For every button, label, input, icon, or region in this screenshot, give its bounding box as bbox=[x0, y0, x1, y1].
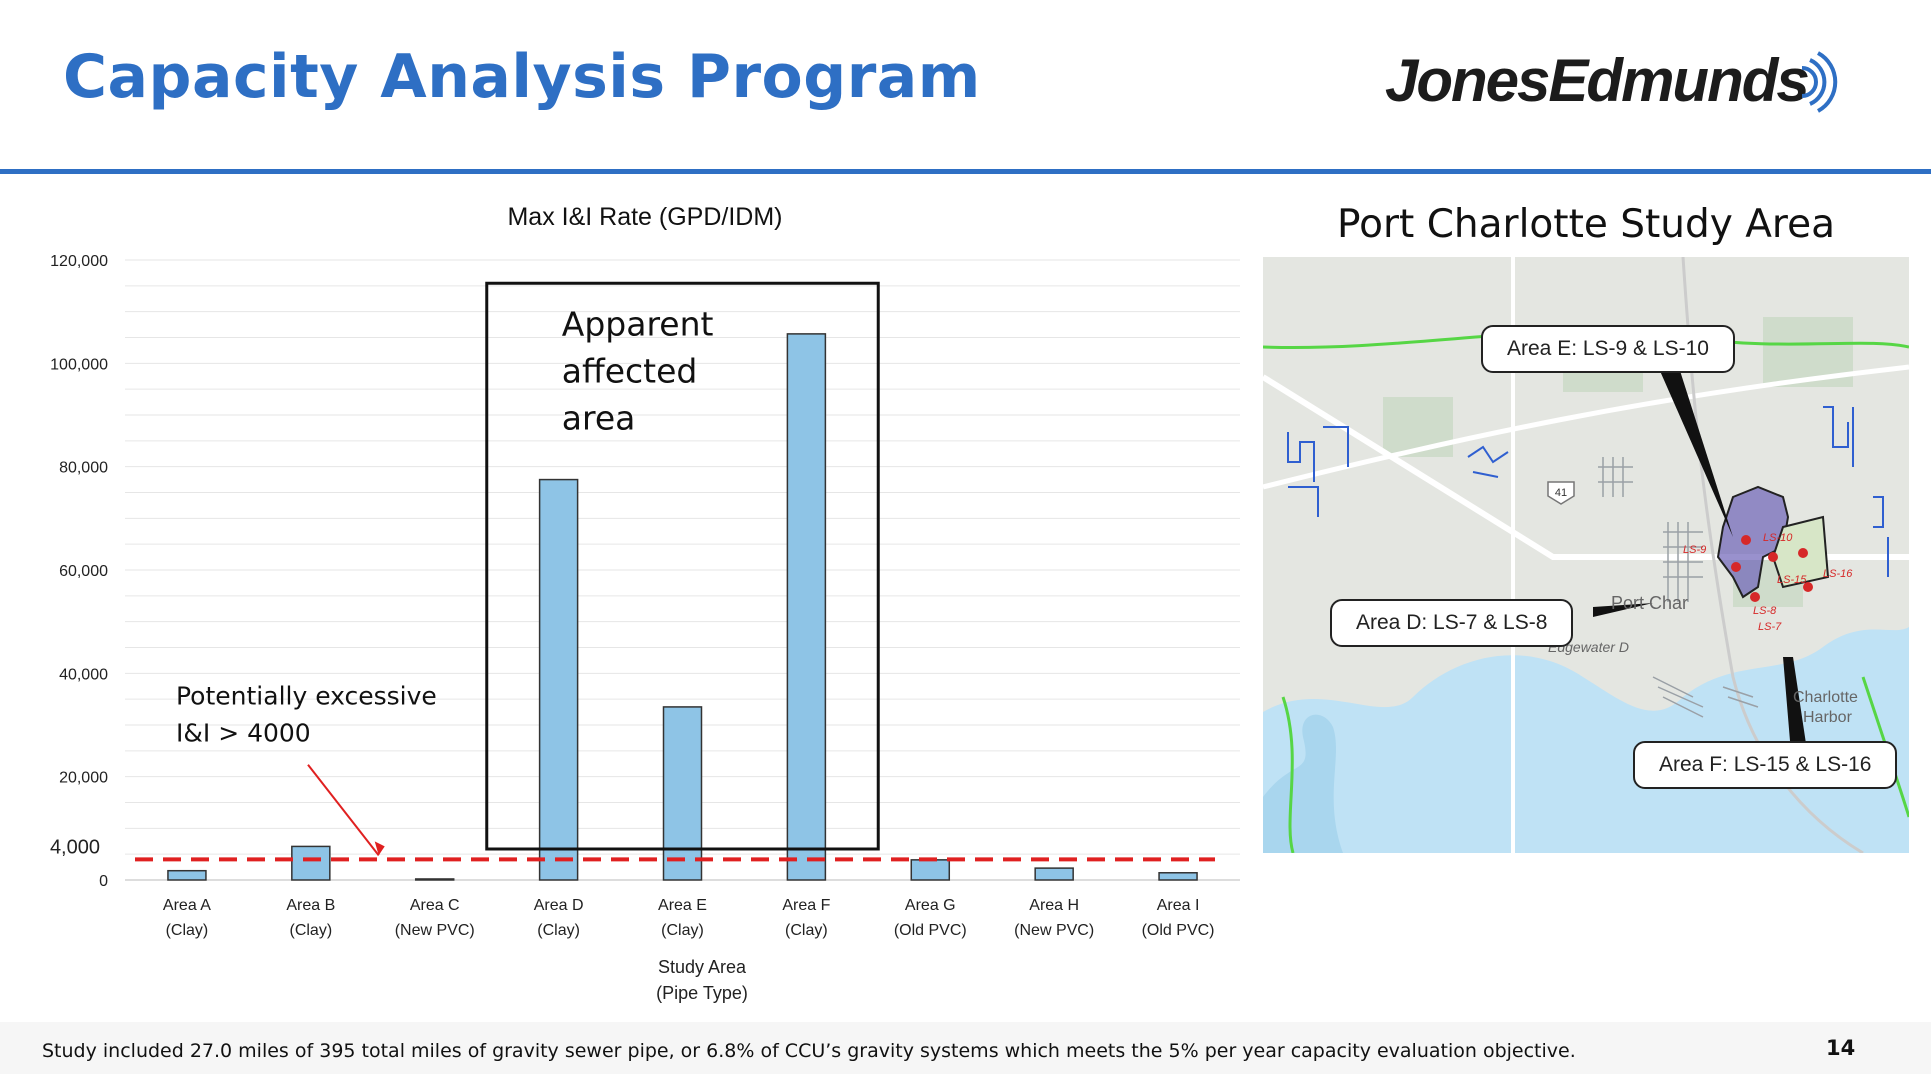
lift-station-markers bbox=[1731, 535, 1813, 602]
footer-band bbox=[0, 1022, 1931, 1074]
y-tick-label: 20,000 bbox=[59, 770, 108, 787]
logo-wordmark: JonesEdmunds bbox=[1385, 47, 1810, 114]
y-tick-label: 60,000 bbox=[59, 563, 108, 580]
svg-text:41: 41 bbox=[1555, 487, 1567, 499]
chart-title: Max I&I Rate (GPD/IDM) bbox=[507, 203, 782, 231]
ls-label: LS-15 bbox=[1777, 574, 1807, 586]
excessive-annotation: Potentially excessive bbox=[176, 681, 437, 710]
x-axis-label: Study Area bbox=[658, 957, 747, 977]
place-label-charlotte: Charlotte bbox=[1793, 689, 1858, 706]
callout-area-d: Area D: LS-7 & LS-8 bbox=[1330, 599, 1574, 647]
water-inlet bbox=[1263, 714, 1343, 853]
x-tick-sublabel: (Clay) bbox=[537, 922, 580, 939]
x-tick-sublabel: (Clay) bbox=[289, 922, 332, 939]
study-area-map: LS-9 LS-10 LS-15 LS-16 LS-8 LS-7 Port Ch… bbox=[1263, 257, 1909, 853]
map-title: Port Charlotte Study Area bbox=[1336, 202, 1835, 247]
x-tick-label: Area B bbox=[286, 897, 335, 914]
y-tick-label: 40,000 bbox=[59, 666, 108, 683]
x-tick-sublabel: (Clay) bbox=[785, 922, 828, 939]
x-tick-label: Area D bbox=[534, 897, 584, 914]
bar-area-e bbox=[662, 706, 703, 881]
bar-area-g bbox=[910, 859, 951, 881]
x-tick-sublabel: (Old PVC) bbox=[894, 922, 967, 939]
y-tick-label: 0 bbox=[99, 873, 108, 890]
affected-area-label: area bbox=[562, 398, 636, 437]
ls-label: LS-9 bbox=[1683, 544, 1706, 556]
slide-title: Capacity Analysis Program bbox=[63, 42, 981, 112]
x-tick-label: Area G bbox=[905, 897, 956, 914]
x-tick-sublabel: (Old PVC) bbox=[1142, 922, 1215, 939]
page-number: 14 bbox=[1826, 1036, 1856, 1060]
x-tick-label: Area E bbox=[658, 897, 707, 914]
bar-area-c bbox=[414, 878, 455, 881]
bar-area-a bbox=[167, 869, 207, 881]
callout-area-f: Area F: LS-15 & LS-16 bbox=[1633, 741, 1898, 789]
affected-area-label: Apparent bbox=[562, 304, 714, 343]
bar-area-h bbox=[1034, 867, 1074, 881]
ls-label: LS-7 bbox=[1758, 621, 1782, 633]
excessive-arrow bbox=[307, 764, 380, 856]
x-tick-sublabel: (New PVC) bbox=[395, 922, 475, 939]
highway-41-shield: 41 bbox=[1547, 481, 1575, 505]
excessive-arrowhead bbox=[374, 841, 385, 856]
ls-label: LS-16 bbox=[1823, 568, 1853, 580]
signal-waves-icon bbox=[1801, 51, 1838, 113]
harbor-water bbox=[1263, 627, 1909, 853]
jones-edmunds-logo: JonesEdmunds bbox=[1385, 44, 1845, 124]
x-tick-sublabel: (New PVC) bbox=[1014, 922, 1094, 939]
x-tick-label: Area A bbox=[163, 897, 211, 914]
bar-area-i bbox=[1158, 872, 1198, 881]
ls-label: LS-10 bbox=[1763, 532, 1793, 544]
x-tick-label: Area H bbox=[1029, 897, 1079, 914]
x-axis-label: (Pipe Type) bbox=[656, 983, 748, 1003]
title-divider bbox=[0, 169, 1931, 174]
bar-area-f bbox=[786, 333, 827, 881]
ls-label: LS-8 bbox=[1753, 605, 1777, 617]
x-tick-label: Area C bbox=[410, 897, 460, 914]
affected-area-box bbox=[485, 281, 880, 851]
y-tick-label: 100,000 bbox=[50, 356, 108, 373]
excessive-annotation: I&I > 4000 bbox=[176, 718, 311, 747]
place-label-harbor: Harbor bbox=[1803, 709, 1853, 726]
bar-area-d bbox=[538, 478, 579, 881]
max-ii-rate-chart: 20,000 40,000 60,000 80,000 100,000 120,000 0 4… bbox=[50, 203, 1240, 1003]
x-tick-sublabel: (Clay) bbox=[166, 922, 209, 939]
y-tick-label: 120,000 bbox=[50, 253, 108, 270]
x-tick-sublabel: (Clay) bbox=[661, 922, 704, 939]
x-tick-label: Area F bbox=[782, 897, 830, 914]
bar-area-b bbox=[291, 845, 331, 881]
place-label-port-charlotte: Port Char bbox=[1611, 593, 1688, 613]
threshold-tick-label: 4,000 bbox=[50, 836, 100, 858]
x-tick-label: Area I bbox=[1157, 897, 1200, 914]
y-tick-label: 80,000 bbox=[59, 460, 108, 477]
callout-area-e: Area E: LS-9 & LS-10 bbox=[1481, 325, 1735, 373]
footer-note: Study included 27.0 miles of 395 total m… bbox=[42, 1040, 1576, 1062]
affected-area-label: affected bbox=[562, 351, 698, 390]
